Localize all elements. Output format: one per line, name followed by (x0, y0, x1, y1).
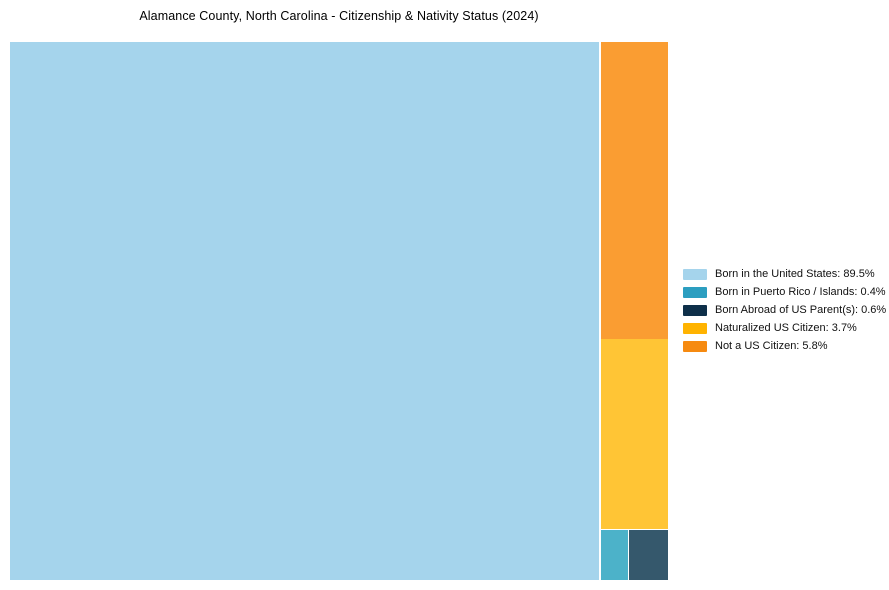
legend-row: Born Abroad of US Parent(s): 0.6% (683, 301, 886, 319)
legend-swatch-puerto-rico (683, 286, 707, 298)
legend-label: Not a US Citizen: 5.8% (715, 340, 828, 352)
treemap-rect-puerto-rico (601, 530, 628, 580)
legend-label: Born Abroad of US Parent(s): 0.6% (715, 304, 887, 316)
legend-swatch-naturalized (683, 322, 707, 334)
legend-row: Naturalized US Citizen: 3.7% (683, 319, 886, 337)
treemap-plot-area (10, 42, 668, 580)
treemap-rect-not-us-citizen (601, 42, 668, 339)
treemap-rect-born-in-us (10, 42, 599, 580)
legend-swatch-not-us-citizen (683, 340, 707, 352)
legend-row: Born in Puerto Rico / Islands: 0.4% (683, 283, 886, 301)
legend-swatch-born-in-us (683, 268, 707, 280)
legend-row: Not a US Citizen: 5.8% (683, 337, 886, 355)
treemap-rect-naturalized (601, 339, 668, 529)
legend-label: Born in Puerto Rico / Islands: 0.4% (715, 286, 886, 298)
legend-swatch-born-abroad (683, 304, 707, 316)
legend-row: Born in the United States: 89.5% (683, 265, 886, 283)
chart-legend: Born in the United States: 89.5% Born in… (683, 265, 886, 355)
treemap-rect-born-abroad (629, 530, 668, 580)
legend-label: Born in the United States: 89.5% (715, 268, 875, 280)
chart-title: Alamance County, North Carolina - Citize… (139, 9, 539, 23)
legend-label: Naturalized US Citizen: 3.7% (715, 322, 857, 334)
